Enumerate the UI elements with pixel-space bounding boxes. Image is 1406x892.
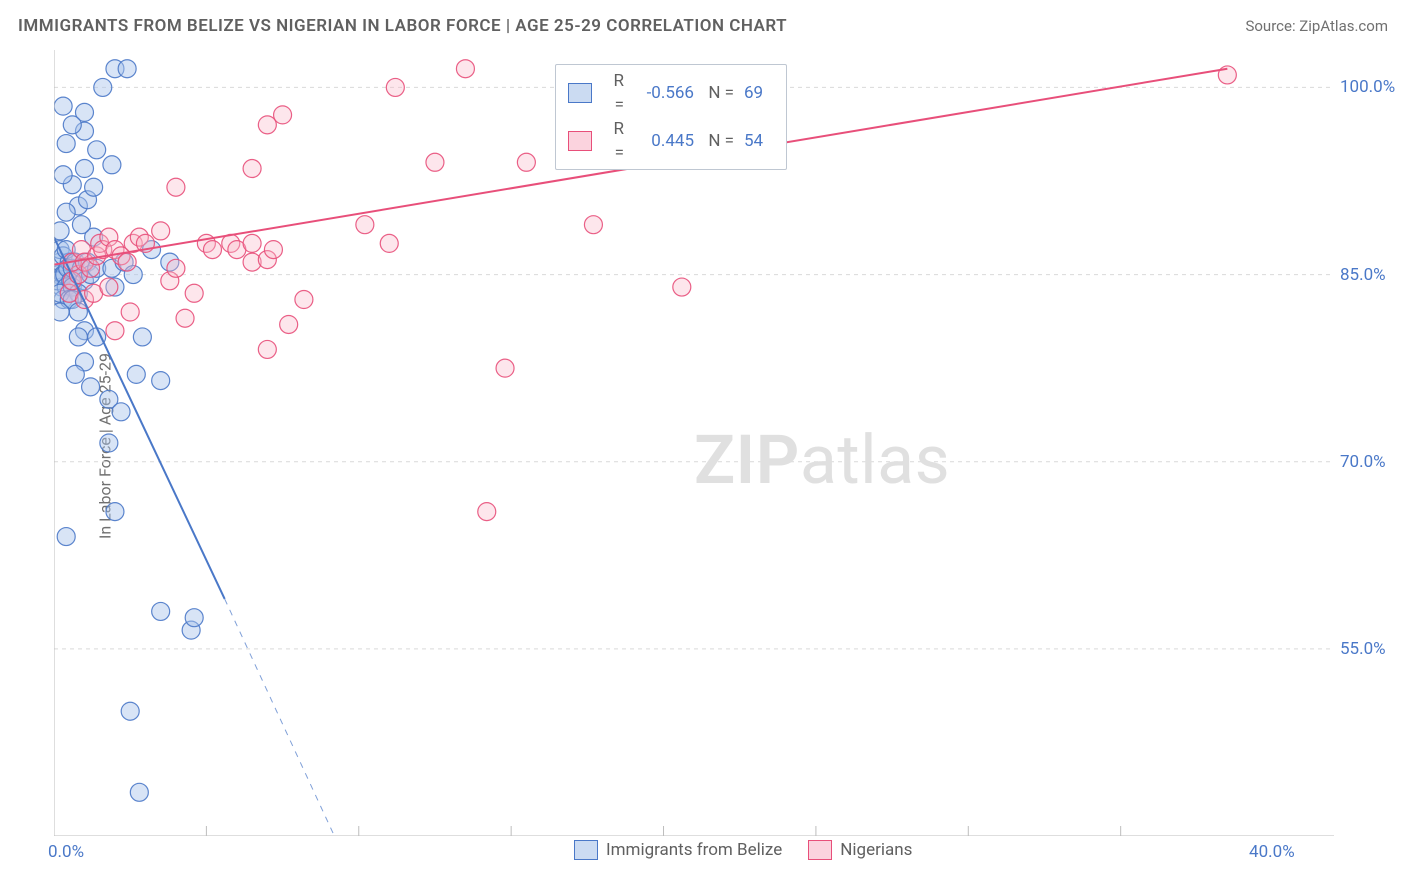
- legend-correlation-row: R = -0.566 N = 69: [568, 69, 774, 117]
- legend-swatch: [568, 83, 592, 103]
- legend-series-item: Nigerians: [808, 840, 912, 860]
- legend-swatch: [574, 840, 598, 860]
- legend-correlation: R = -0.566 N = 69 R = 0.445 N = 54: [555, 64, 787, 170]
- legend-series-item: Immigrants from Belize: [574, 840, 782, 860]
- legend-swatch: [808, 840, 832, 860]
- chart-area: ZIPatlas 55.0%70.0%85.0%100.0%0.0%40.0%: [54, 50, 1390, 860]
- legend-series-label: Nigerians: [840, 840, 912, 860]
- legend-swatch: [568, 131, 592, 151]
- watermark: ZIPatlas: [694, 420, 950, 500]
- chart-source: Source: ZipAtlas.com: [1245, 17, 1388, 35]
- legend-series: Immigrants from Belize Nigerians: [574, 840, 912, 860]
- legend-series-label: Immigrants from Belize: [606, 840, 782, 860]
- legend-correlation-row: R = 0.445 N = 54: [568, 117, 774, 165]
- x-tick-label: 40.0%: [1249, 842, 1295, 862]
- x-tick-label: 0.0%: [48, 842, 84, 862]
- chart-title: IMMIGRANTS FROM BELIZE VS NIGERIAN IN LA…: [18, 16, 787, 36]
